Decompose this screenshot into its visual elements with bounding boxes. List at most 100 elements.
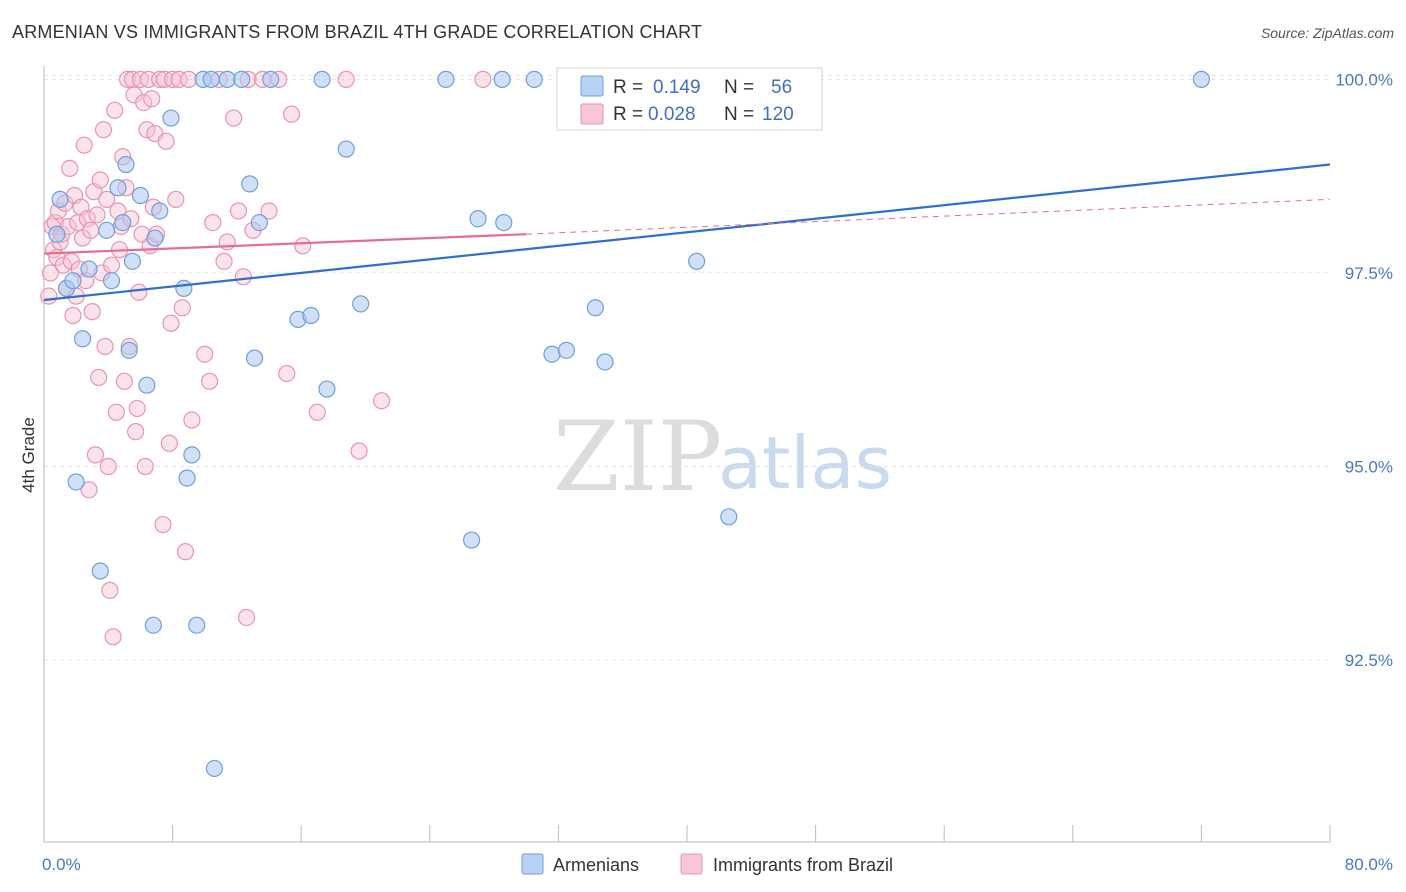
point-brazil-55 — [128, 399, 146, 418]
point-brazil-32 — [91, 171, 109, 189]
point-armenians-1 — [48, 225, 66, 243]
point-brazil-54 — [127, 423, 145, 441]
watermark-zip: ZIP — [553, 401, 722, 513]
point-armenians-13 — [120, 341, 138, 359]
point-armenians-26 — [202, 70, 220, 88]
point-armenians-32 — [250, 213, 269, 232]
x-tick-label-0: 0.0% — [42, 855, 81, 874]
point-brazil-15 — [64, 306, 82, 325]
trendline-armenians — [43, 163, 1331, 302]
point-armenians-38 — [337, 140, 355, 158]
point-brazil-39 — [102, 256, 121, 274]
point-armenians-39 — [352, 295, 370, 313]
point-brazil-75 — [167, 190, 185, 208]
y-tick-labels: 100.0% 97.5% 95.0% 92.5% — [1335, 70, 1393, 670]
y-tick-label-3: 92.5% — [1345, 651, 1393, 670]
point-brazil-80 — [183, 411, 201, 429]
zipatlas-watermark: ZIP atlas — [553, 401, 892, 513]
point-brazil-103 — [474, 70, 492, 88]
point-armenians-24 — [188, 616, 206, 634]
axes — [43, 66, 1331, 843]
legend-r-label-brazil: R = — [613, 104, 643, 125]
point-brazil-31 — [90, 368, 108, 387]
bottom-legend-armenians: Armenians — [553, 855, 639, 875]
chart-title: ARMENIAN VS IMMIGRANTS FROM BRAZIL 4TH G… — [12, 22, 702, 42]
legend-n-value-brazil: 120 — [762, 104, 794, 125]
point-armenians-51 — [720, 508, 738, 526]
point-brazil-25 — [80, 481, 98, 499]
stats-legend: R = 0.149 N = 56 R = 0.028 N = 120 — [556, 67, 823, 131]
point-armenians-10 — [109, 179, 127, 197]
legend-n-value-armenians: 56 — [771, 77, 792, 98]
point-brazil-90 — [237, 608, 256, 627]
point-armenians-49 — [596, 353, 614, 371]
point-brazil-29 — [86, 446, 105, 464]
point-armenians-42 — [469, 210, 487, 228]
point-armenians-35 — [302, 306, 320, 325]
y-tick-label-2: 95.0% — [1345, 457, 1393, 476]
point-brazil-47 — [115, 372, 133, 390]
y-tick-label-1: 97.5% — [1345, 264, 1393, 283]
point-brazil-59 — [135, 93, 153, 112]
point-armenians-17 — [144, 616, 162, 634]
point-brazil-64 — [143, 90, 161, 108]
point-brazil-34 — [94, 121, 113, 139]
point-brazil-78 — [176, 543, 195, 561]
point-brazil-77 — [173, 299, 191, 317]
point-brazil-81 — [196, 345, 214, 363]
point-brazil-71 — [157, 132, 175, 150]
point-brazil-82 — [200, 372, 219, 390]
point-armenians-33 — [262, 70, 280, 88]
legend-n-label-armenians: N = — [724, 77, 754, 98]
point-armenians-52 — [1192, 70, 1211, 88]
point-armenians-11 — [114, 213, 132, 232]
y-tick-label-0: 100.0% — [1335, 70, 1393, 89]
legend-r-value-armenians: 0.149 — [653, 77, 701, 98]
point-armenians-15 — [131, 186, 150, 205]
point-brazil-72 — [160, 434, 178, 452]
series-legend: Armenians Immigrants from Brazil — [521, 853, 893, 875]
point-brazil-41 — [106, 101, 124, 119]
point-brazil-86 — [218, 233, 236, 251]
point-brazil-26 — [82, 221, 100, 239]
point-armenians-44 — [495, 213, 513, 232]
point-brazil-37 — [99, 457, 117, 476]
point-armenians-48 — [586, 299, 604, 317]
chart-source: Source: ZipAtlas.com — [1261, 25, 1394, 41]
bottom-legend-swatch-armenians — [521, 853, 544, 875]
point-brazil-60 — [136, 457, 154, 476]
point-armenians-47 — [557, 341, 576, 359]
point-armenians-18 — [146, 229, 164, 247]
point-brazil-100 — [337, 70, 355, 88]
point-armenians-37 — [318, 380, 336, 398]
point-armenians-7 — [91, 562, 109, 580]
x-tick-label-1: 80.0% — [1345, 855, 1393, 874]
point-brazil-101 — [350, 442, 368, 460]
point-brazil-89 — [234, 268, 252, 286]
point-armenians-50 — [688, 252, 706, 270]
point-brazil-56 — [130, 283, 148, 301]
point-armenians-5 — [67, 473, 85, 491]
point-armenians-41 — [462, 531, 481, 549]
point-armenians-12 — [117, 155, 135, 174]
point-brazil-35 — [96, 337, 114, 356]
point-brazil-38 — [101, 581, 119, 599]
point-brazil-30 — [88, 206, 106, 224]
point-brazil-0 — [40, 287, 58, 305]
point-armenians-40 — [437, 70, 455, 88]
point-brazil-69 — [154, 515, 172, 534]
legend-swatch-armenians — [580, 75, 604, 97]
point-armenians-16 — [138, 376, 156, 394]
y-axis-label: 4th Grade — [19, 417, 38, 493]
point-brazil-42 — [107, 403, 125, 421]
point-brazil-68 — [151, 70, 169, 88]
point-brazil-98 — [294, 237, 312, 255]
point-brazil-40 — [104, 628, 122, 646]
legend-n-label-brazil: N = — [724, 104, 754, 125]
point-brazil-9 — [54, 256, 72, 274]
point-armenians-3 — [64, 272, 82, 290]
point-brazil-87 — [225, 109, 243, 127]
x-tick-labels: 0.0% 80.0% — [42, 855, 1393, 874]
legend-r-label-armenians: R = — [613, 77, 643, 98]
point-armenians-29 — [233, 70, 251, 88]
